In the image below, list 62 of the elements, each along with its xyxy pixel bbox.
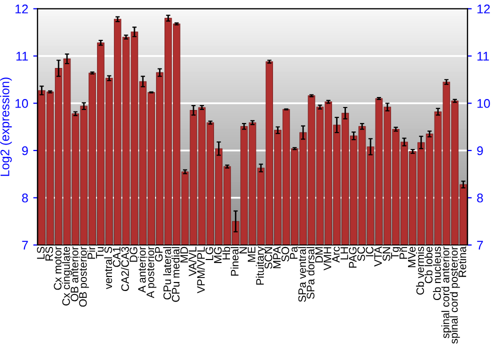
x-tick-label: ventral S xyxy=(104,246,112,290)
x-tick-label: spinal cord posterior xyxy=(450,246,460,344)
y-axis-title: Log2 (expression) xyxy=(0,78,12,176)
x-tick-label: CPu lateral xyxy=(163,247,172,300)
x-tick-label: MPA xyxy=(273,246,281,268)
y2-tick-label: 9 xyxy=(477,146,483,156)
x-tick-label: LS xyxy=(36,246,45,259)
x-tick-label: VA/VL xyxy=(188,246,196,276)
x-tick-label: A posterior xyxy=(146,246,156,298)
x-tick-label: OB posterior xyxy=(78,246,89,307)
y-tick-label: 8 xyxy=(22,194,28,202)
x-tick-label: SPa dorsal xyxy=(306,247,314,299)
x-tick-label: SO xyxy=(281,246,290,262)
x-tick-label: VTA xyxy=(374,246,382,267)
x-tick-label: A anterior xyxy=(138,246,146,293)
y-tick-label: 11 xyxy=(16,52,28,61)
x-tick-label: Cb vermis xyxy=(416,246,424,295)
x-tick-label: CA2/CA3 xyxy=(120,246,129,291)
x-tick-label: MD xyxy=(180,246,188,262)
x-tick-label: Tg xyxy=(391,247,401,259)
y2-tick-label: 12 xyxy=(477,4,490,14)
x-tick-label: LG xyxy=(206,247,214,260)
x-tick-label: MVe xyxy=(408,246,416,268)
x-tick-label: Cb nucleus xyxy=(432,246,441,300)
y2-tick-label: 8 xyxy=(477,194,483,202)
y2-tick-label: 7 xyxy=(477,240,483,250)
x-tick-label: Arc xyxy=(332,246,340,263)
x-tick-label: MG xyxy=(214,247,222,263)
x-tick-label: Pineal xyxy=(230,247,239,276)
x-tick-label: SC xyxy=(357,246,366,261)
y-tick-label: 7 xyxy=(22,240,28,250)
y2-tick-label: 11 xyxy=(477,52,489,61)
x-tick-label: ME xyxy=(248,246,256,262)
x-tick-label: DG xyxy=(130,247,138,262)
x-tick-label: GP xyxy=(154,246,163,262)
x-tick-label: Retina xyxy=(458,246,466,277)
y2-tick-label: 10 xyxy=(477,99,490,108)
x-tick-label: VPM/VPL xyxy=(196,246,205,294)
x-tick-label: SPa ventral xyxy=(298,247,306,302)
x-tick-label: Pituitary xyxy=(256,246,266,285)
x-tick-label: Pir xyxy=(87,246,96,259)
x-tick-label: Tu xyxy=(96,247,104,258)
y-tick-label: 12 xyxy=(16,4,28,14)
x-tick-label: DM xyxy=(315,247,323,262)
x-tick-label: OB anterior xyxy=(70,246,78,302)
x-tick-label: LH xyxy=(340,247,348,260)
x-tick-label: CA1 xyxy=(112,246,121,267)
y-tick-label: 10 xyxy=(16,99,28,108)
x-tick-label: PAG xyxy=(348,247,357,268)
x-tick-label: Cb lobe xyxy=(424,246,432,284)
x-tick-label: Hb xyxy=(222,246,230,260)
x-tick-label: SCN xyxy=(264,247,272,269)
x-tick-label: VMH xyxy=(324,247,332,270)
x-tick-label: CPu medial xyxy=(172,247,180,302)
x-tick-label: IC xyxy=(366,246,374,256)
x-tick-label: RS xyxy=(45,246,54,261)
x-tick-label: Pa xyxy=(290,246,298,259)
x-tick-label: Pn xyxy=(400,247,408,259)
x-tick-label: Cx motor xyxy=(54,246,62,290)
x-tick-label: SN xyxy=(382,247,390,261)
x-tick-label: N xyxy=(239,247,247,254)
y-tick-label: 9 xyxy=(22,146,28,156)
